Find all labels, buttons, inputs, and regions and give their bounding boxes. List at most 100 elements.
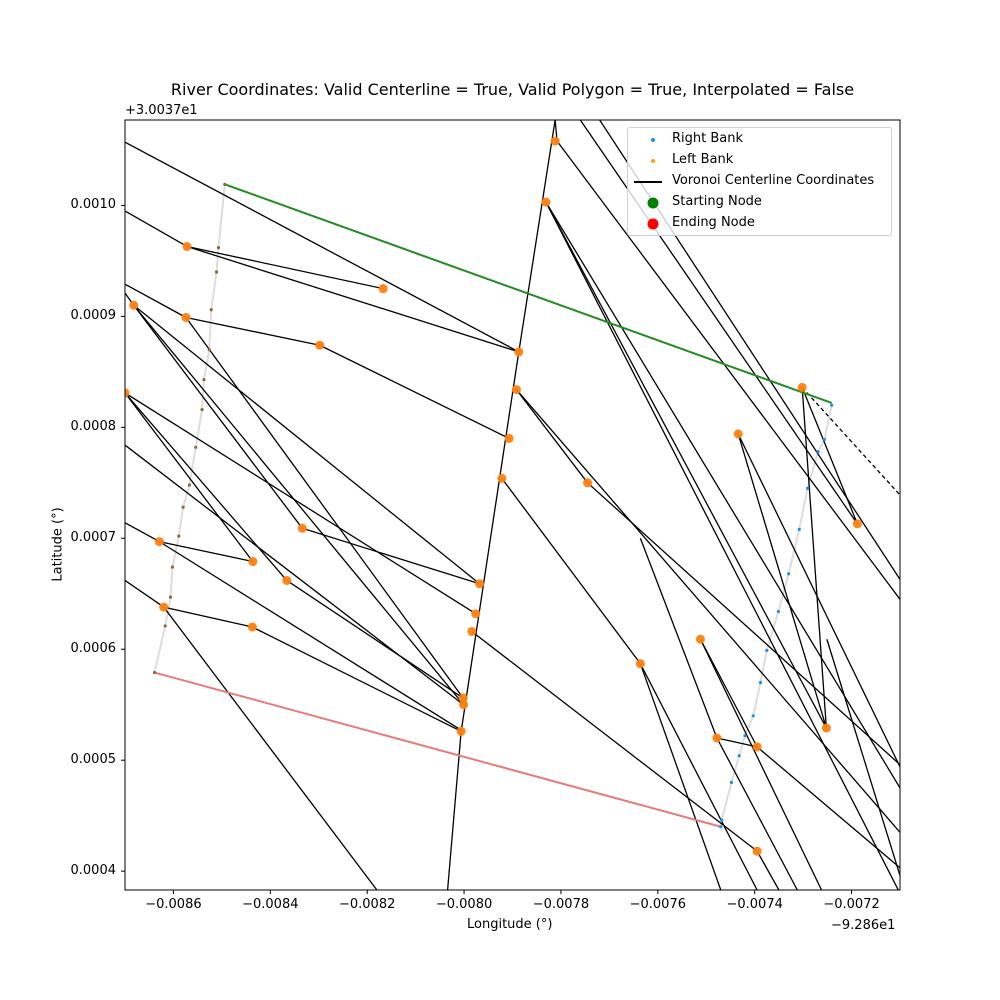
voronoi-segment xyxy=(133,304,465,706)
x-tick-label: −0.0078 xyxy=(532,897,590,912)
voronoi-segment xyxy=(125,392,477,615)
voronoi-segment xyxy=(125,579,165,608)
voronoi-vertex xyxy=(733,429,743,439)
y-tick-label: 0.0009 xyxy=(70,308,117,324)
voronoi-vertex xyxy=(504,433,514,443)
voronoi-vertex xyxy=(752,846,762,856)
voronoi-segment xyxy=(163,606,378,890)
voronoi-vertex xyxy=(456,726,466,736)
legend-item-ending-node: Ending Node xyxy=(628,213,891,234)
voronoi-vertex xyxy=(511,385,521,395)
y-tick-label: 0.0007 xyxy=(70,530,117,546)
voronoi-segment xyxy=(756,746,900,869)
right-bank-point xyxy=(737,754,741,758)
voronoi-vertex xyxy=(154,537,164,547)
voronoi-vertex xyxy=(467,626,477,636)
right-bank-dot-icon xyxy=(651,138,655,142)
voronoi-segment xyxy=(460,351,520,732)
left-bank-point xyxy=(168,595,173,599)
voronoi-segment xyxy=(639,663,758,890)
right-bank-point xyxy=(797,527,801,532)
left-bank-point xyxy=(214,270,219,274)
voronoi-dashed-segment xyxy=(801,386,900,496)
x-tick-label: −0.0072 xyxy=(823,897,880,912)
voronoi-segment xyxy=(699,638,758,748)
black-line-icon xyxy=(634,181,662,183)
legend-item-left-bank: Left Bank xyxy=(628,150,891,171)
voronoi-segment xyxy=(716,737,758,748)
voronoi-vertex xyxy=(315,340,325,350)
voronoi-segment xyxy=(471,630,758,852)
voronoi-segment xyxy=(501,477,641,665)
voronoi-segment xyxy=(185,317,464,699)
voronoi-vertex xyxy=(635,659,645,669)
y-tick-label: 0.0010 xyxy=(70,197,117,213)
left-bank-point xyxy=(209,308,213,312)
x-axis-label: Longitude (°) xyxy=(467,917,553,932)
x-tick-label: −0.0086 xyxy=(145,897,202,912)
legend: Right Bank Left Bank Voronoi Centerline … xyxy=(627,127,892,236)
voronoi-vertex xyxy=(695,634,705,644)
right-bank-point xyxy=(751,714,755,718)
y-tick-label: 0.0008 xyxy=(70,419,117,435)
start-end-segments xyxy=(154,183,833,828)
right-bank-point xyxy=(816,450,820,454)
voronoi-vertex xyxy=(459,700,469,710)
voronoi-vertex xyxy=(712,733,722,743)
voronoi-vertex xyxy=(182,241,192,251)
voronoi-segment xyxy=(639,663,722,890)
legend-item-right-bank: Right Bank xyxy=(628,129,891,150)
voronoi-segment xyxy=(737,433,827,729)
voronoi-segment xyxy=(716,737,798,890)
y-tick-label: 0.0004 xyxy=(70,863,117,879)
voronoi-segment xyxy=(125,522,160,543)
legend-item-starting-node: Starting Node xyxy=(628,192,891,213)
voronoi-segment xyxy=(125,283,187,319)
voronoi-segment xyxy=(186,245,384,290)
voronoi-segment xyxy=(159,541,464,732)
voronoi-vertex xyxy=(550,136,560,146)
y-tick-label: 0.0006 xyxy=(70,641,117,657)
voronoi-segment xyxy=(163,606,253,628)
right-bank-point xyxy=(719,825,723,829)
voronoi-vertex xyxy=(247,622,257,632)
x-tick-label: −0.0076 xyxy=(629,897,686,912)
right-bank-point xyxy=(743,734,747,738)
voronoi-segment xyxy=(737,433,900,768)
voronoi-segment xyxy=(587,482,900,766)
bank-points xyxy=(152,182,834,829)
voronoi-segment xyxy=(545,201,900,789)
x-tick-label: −0.0084 xyxy=(242,897,299,912)
left-bank-point xyxy=(207,348,211,352)
right-bank-point xyxy=(758,680,763,685)
green-dot-icon xyxy=(647,197,659,209)
voronoi-segment xyxy=(801,387,828,729)
starting-node-segment xyxy=(224,183,833,404)
right-bank-point xyxy=(805,486,810,490)
voronoi-segment xyxy=(133,304,303,529)
voronoi-segment xyxy=(252,626,462,732)
voronoi-vertex xyxy=(458,693,468,703)
voronoi-vertex xyxy=(297,523,307,533)
left-bank-point xyxy=(223,182,227,186)
x-tick-label: −0.0080 xyxy=(435,897,493,912)
voronoi-vertex xyxy=(475,579,485,589)
voronoi-segment xyxy=(545,201,900,890)
voronoi-segment xyxy=(446,731,462,890)
voronoi-vertex xyxy=(821,723,831,733)
y-tick-label: 0.0005 xyxy=(70,752,117,768)
voronoi-vertex xyxy=(129,300,139,310)
left-bank-point xyxy=(200,407,204,412)
left-bank-point xyxy=(187,483,192,487)
voronoi-segment xyxy=(125,210,188,248)
voronoi-segment xyxy=(185,316,320,346)
voronoi-vertex xyxy=(282,575,292,585)
voronoi-segment xyxy=(125,392,288,581)
right-bank-point xyxy=(830,403,834,407)
voronoi-segment xyxy=(319,344,510,440)
voronoi-vertex xyxy=(583,478,593,488)
left-bank-point xyxy=(216,245,221,250)
axis-ticks xyxy=(121,204,853,894)
